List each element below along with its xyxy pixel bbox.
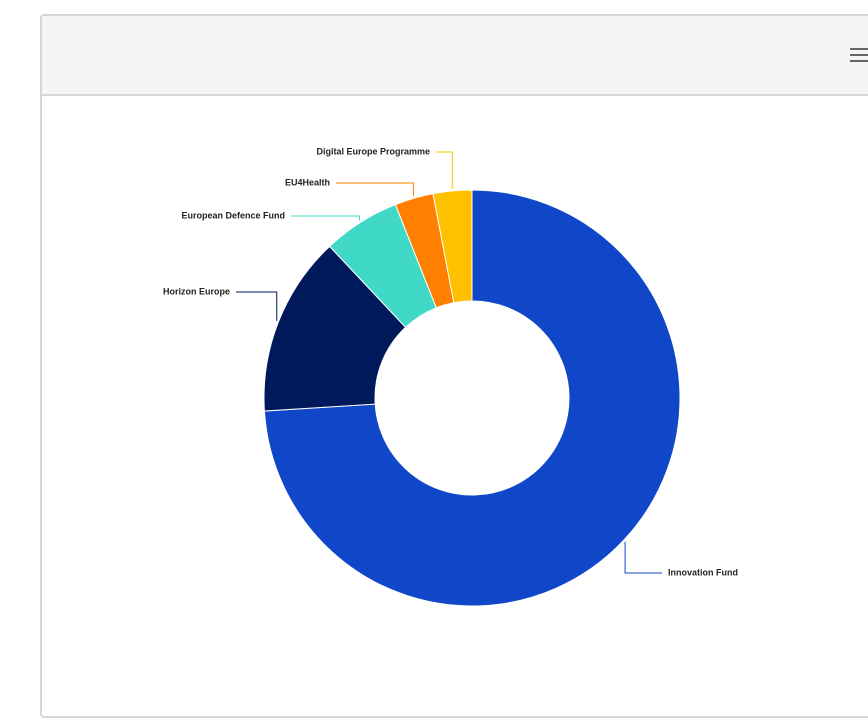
- slice: [432, 189, 473, 304]
- panel-header: [42, 16, 868, 96]
- page: Innovation Fund Horizon Europe European De…: [40, 14, 868, 718]
- leader-line: [336, 182, 414, 197]
- data-label: Horizon Europe: [163, 286, 230, 296]
- data-label: European Defence Fund: [181, 210, 285, 220]
- data-label: EU4Health: [285, 177, 330, 187]
- menu-button[interactable]: [850, 48, 868, 66]
- data-label: Digital Europe Programme: [316, 146, 430, 156]
- slice: [263, 189, 681, 607]
- leader-line: [291, 215, 360, 221]
- leader-line: [624, 541, 662, 574]
- chart: Innovation Fund Horizon Europe European De…: [163, 146, 738, 607]
- leader-line: [436, 151, 453, 189]
- leader-line: [236, 291, 278, 321]
- data-label: Innovation Fund: [668, 567, 738, 577]
- slice: [263, 245, 407, 412]
